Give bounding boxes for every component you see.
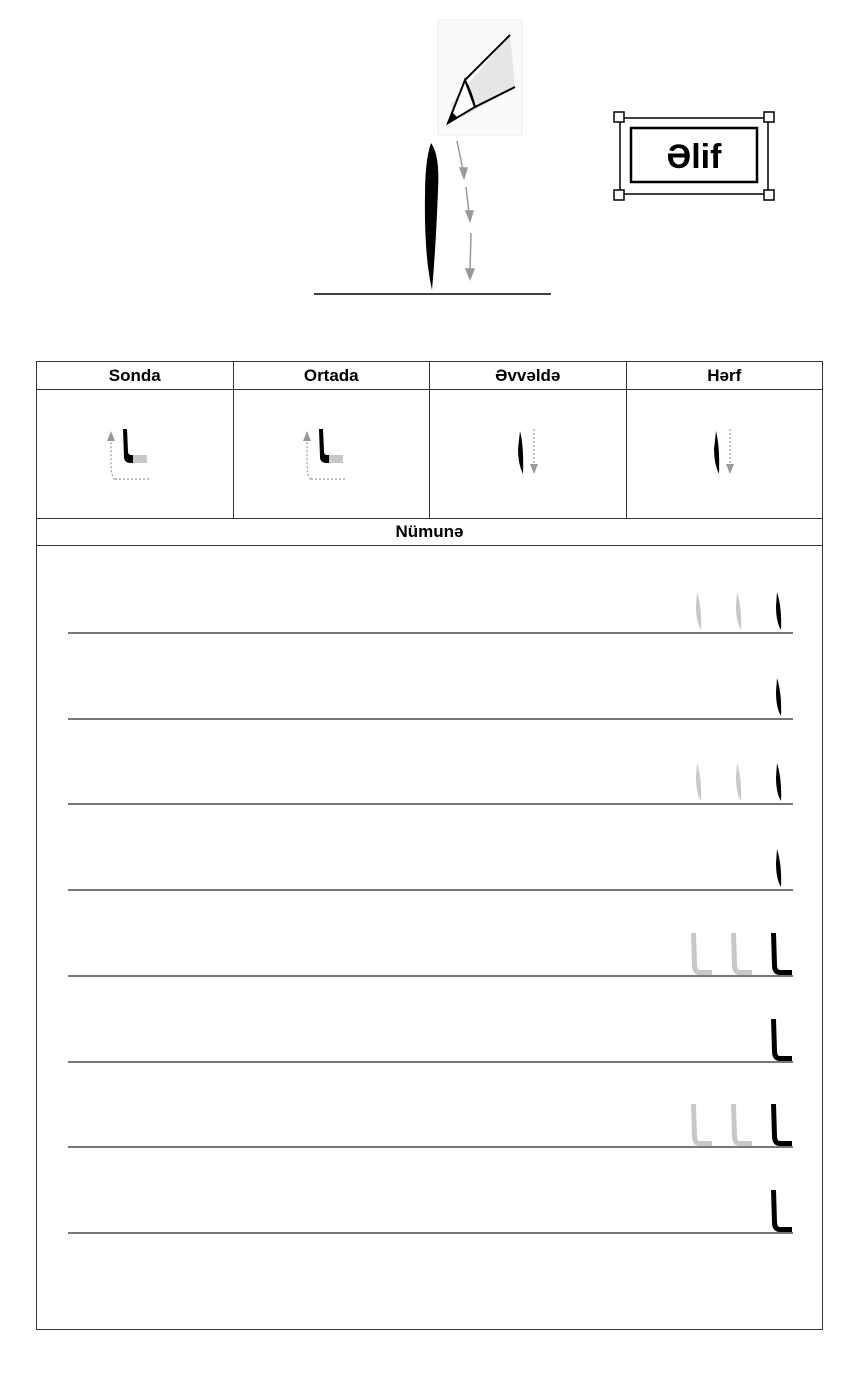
glyph-cell-initial [430, 390, 627, 518]
alif-isolated-stroke-icon [714, 429, 735, 474]
glyph-cell-final [37, 390, 234, 518]
alif-guide-icon [691, 1104, 712, 1147]
practice-area [37, 546, 822, 1329]
alif-model-icon [771, 1104, 792, 1147]
forms-glyph-row [37, 390, 822, 519]
glyph-cell-medial [234, 390, 430, 518]
sample-title: Nümunə [37, 519, 822, 546]
practice-row-glyphs [688, 927, 794, 977]
alif-guide-icon [736, 592, 742, 630]
header-final: Sonda [37, 362, 234, 389]
alif-guide-icon [731, 1104, 752, 1147]
forms-header-row: Sonda Ortada Əvvəldə Hərf [37, 362, 822, 390]
alif-guide-icon [731, 932, 752, 975]
alif-guide-icon [696, 592, 702, 630]
alif-model-icon [776, 592, 782, 630]
alif-guide-icon [736, 763, 742, 802]
alif-guide-icon [691, 932, 712, 975]
practice-baseline [68, 1146, 793, 1149]
practice-row-glyphs [768, 1184, 794, 1234]
practice-sheet: Sonda Ortada Əvvəldə Hərf [36, 361, 823, 1330]
practice-row-glyphs [768, 841, 794, 891]
practice-baseline [68, 1060, 793, 1063]
practice-row-glyphs [688, 755, 794, 805]
header-initial: Əvvəldə [430, 362, 627, 389]
stroke-demo-illustration [300, 15, 570, 305]
letter-name-frame: Əlif [612, 110, 776, 202]
header-medial: Ortada [234, 362, 430, 389]
alif-final-stroke-icon [106, 429, 149, 480]
practice-row-glyphs [688, 584, 794, 634]
alif-model-icon [771, 1018, 792, 1061]
practice-row-glyphs [768, 1013, 794, 1063]
practice-baseline [68, 717, 793, 720]
practice-baseline [68, 1231, 793, 1234]
letter-name: Əlif [666, 137, 722, 176]
alif-initial-stroke-icon [517, 429, 538, 474]
practice-baseline [68, 803, 793, 806]
header-isolated: Hərf [707, 365, 742, 385]
alif-model-icon [776, 849, 782, 888]
alif-medial-stroke-icon [303, 429, 346, 480]
practice-baseline [68, 974, 793, 977]
alif-guide-icon [696, 763, 702, 802]
alif-model-icon [771, 1189, 792, 1232]
alif-model-icon [776, 677, 782, 716]
pencil-icon [314, 19, 551, 295]
practice-row-glyphs [768, 670, 794, 720]
glyph-cell-isolated [627, 390, 823, 518]
alif-model-icon [771, 932, 792, 975]
practice-row-glyphs [688, 1098, 794, 1148]
alif-model-icon [776, 763, 782, 802]
practice-baseline [68, 632, 793, 634]
practice-baseline [68, 889, 793, 892]
